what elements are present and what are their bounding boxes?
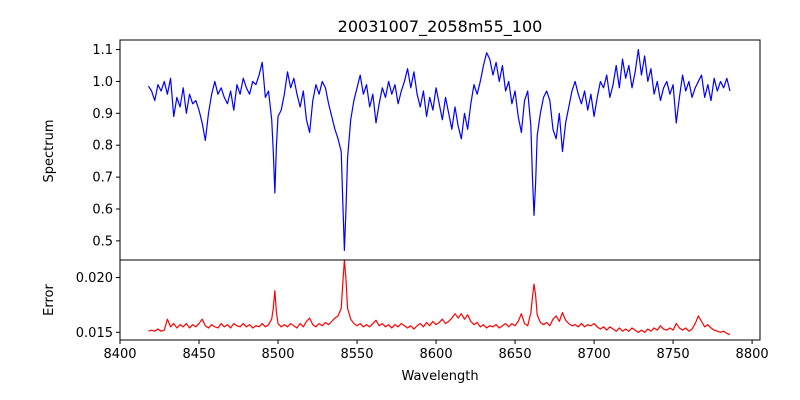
spectrum-ytick-label: 1.0 bbox=[92, 75, 113, 90]
x-tick-label: 8800 bbox=[736, 347, 769, 362]
spectrum-ytick-label: 0.6 bbox=[92, 202, 113, 217]
x-tick-label: 8700 bbox=[578, 347, 611, 362]
x-tick-label: 8650 bbox=[499, 347, 532, 362]
spectrum-line bbox=[147, 48, 731, 252]
spectrum-ytick-label: 0.9 bbox=[92, 107, 113, 122]
x-axis: 8400 8450 8500 8550 8600 8650 8700 8750 8800 bbox=[103, 340, 769, 362]
error-ytick-label: 0.020 bbox=[76, 271, 113, 286]
x-tick-label: 8750 bbox=[657, 347, 690, 362]
spectrum-ytick-label: 0.5 bbox=[92, 234, 113, 249]
x-tick-label: 8450 bbox=[182, 347, 215, 362]
error-ylabel: Error bbox=[42, 284, 57, 316]
chart-title: 20031007_2058m55_100 bbox=[338, 17, 543, 37]
x-tick-label: 8550 bbox=[340, 347, 373, 362]
spectrum-ytick-label: 1.1 bbox=[92, 43, 113, 58]
spectrum-panel: Spectrum 0.5 0.6 0.7 0.8 0.9 1.0 1.1 bbox=[42, 39, 761, 261]
x-axis-label: Wavelength bbox=[401, 369, 478, 384]
spectrum-ytick-label: 0.8 bbox=[92, 139, 113, 154]
spectrum-ytick-label: 0.7 bbox=[92, 171, 113, 186]
error-frame bbox=[119, 259, 761, 341]
x-tick-label: 8600 bbox=[420, 347, 453, 362]
error-ytick-label: 0.015 bbox=[76, 326, 113, 341]
spectrum-frame bbox=[119, 39, 761, 261]
spectrum-ylabel: Spectrum bbox=[42, 120, 57, 183]
x-tick-label: 8400 bbox=[103, 347, 136, 362]
x-tick-label: 8500 bbox=[261, 347, 294, 362]
error-line bbox=[148, 259, 731, 336]
error-panel: Error 0.015 0.020 bbox=[42, 259, 761, 341]
